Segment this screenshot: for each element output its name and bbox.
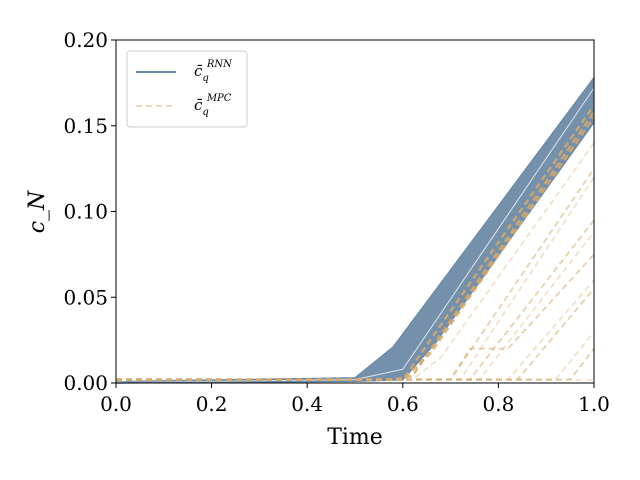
rnn-band	[116, 77, 594, 383]
mpc-series-line	[116, 176, 595, 381]
x-tick-label: 1.0	[578, 392, 610, 416]
y-axis: 0.00 0.05 0.10 0.15 0.20	[63, 28, 116, 395]
legend-rnn-sub: q	[202, 73, 208, 84]
y-tick-label: 0.20	[63, 28, 108, 52]
legend-rnn-sup: RNN	[206, 59, 233, 70]
mpc-series-line	[116, 331, 595, 381]
legend: c̄qRNN c̄qMPC	[126, 50, 248, 128]
rnn-series-line	[115, 121, 595, 384]
y-tick-label: 0.05	[63, 285, 108, 309]
legend-mpc-label: c̄q MPC	[194, 93, 232, 118]
mpc-series-line	[116, 116, 596, 381]
x-tick-label: 0.2	[196, 392, 228, 416]
mpc-series-line	[116, 288, 595, 381]
mpc-series-line	[116, 231, 595, 381]
legend-mpc-sup: MPC	[206, 93, 232, 104]
x-tick-label: 0.0	[100, 392, 132, 416]
y-tick-label: 0.15	[63, 114, 108, 138]
rnn-series-line	[115, 87, 595, 383]
x-tick-label: 0.4	[291, 392, 323, 416]
mpc-series-line	[116, 279, 595, 381]
legend-mpc-symbol: c̄	[194, 96, 203, 114]
legend-box	[126, 50, 248, 128]
legend-rnn-label: c̄q RNN	[194, 59, 233, 84]
plot-area	[115, 77, 596, 384]
mpc-series-line	[116, 142, 595, 381]
x-axis-title: Time	[327, 425, 383, 450]
legend-rnn-symbol: c̄	[194, 62, 203, 80]
y-axis-title: c_N	[25, 190, 50, 233]
y-tick-label: 0.10	[63, 200, 108, 224]
x-axis: 0.0 0.2 0.4 0.6 0.8 1.0	[100, 383, 610, 416]
legend-mpc-sub: q	[202, 107, 208, 118]
y-tick-label: 0.00	[63, 371, 108, 395]
mpc-series-line	[116, 111, 596, 381]
mpc-series-line	[116, 348, 595, 381]
x-tick-label: 0.8	[482, 392, 514, 416]
x-tick-label: 0.6	[387, 392, 419, 416]
